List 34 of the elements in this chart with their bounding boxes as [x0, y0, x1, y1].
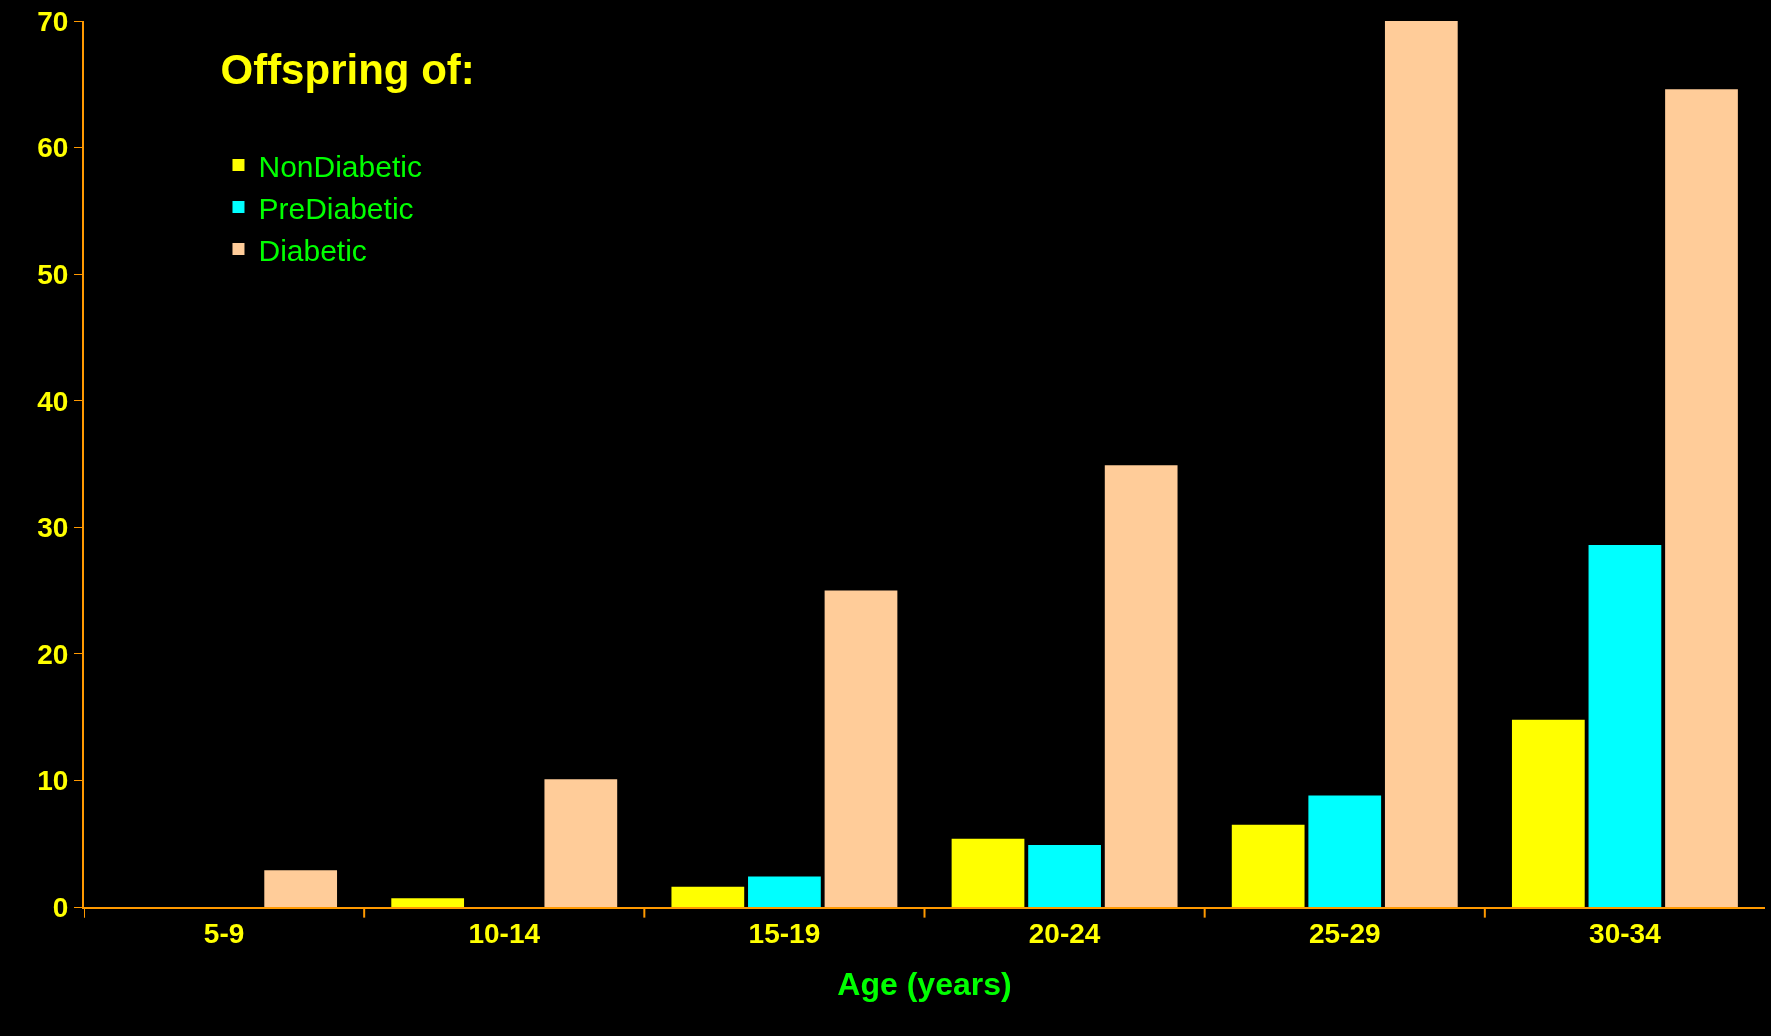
- legend-label: NonDiabetic: [258, 149, 422, 183]
- bar: [1384, 21, 1458, 907]
- x-tick-label: 25-29: [1308, 917, 1381, 949]
- x-tick-label: 15-19: [748, 917, 821, 949]
- y-tick-label: 30: [37, 512, 69, 544]
- y-tick-label: 0: [52, 891, 69, 923]
- y-tick-label: 50: [37, 258, 69, 290]
- bar: [951, 838, 1025, 907]
- bar: [1665, 89, 1738, 907]
- bar: [1511, 719, 1585, 907]
- y-tick-label: 40: [37, 385, 69, 417]
- bar: [1308, 795, 1382, 907]
- bar: [748, 876, 821, 907]
- y-tick-label: 60: [37, 132, 69, 164]
- bar: [264, 870, 338, 907]
- bar: [391, 898, 465, 907]
- x-axis-title: Age (years): [837, 966, 1012, 1002]
- x-tick-label: 5-9: [203, 917, 245, 949]
- x-tick-label: 10-14: [468, 917, 541, 949]
- bar: [824, 590, 898, 907]
- y-tick-label: 10: [37, 765, 69, 797]
- legend-title: Offspring of:: [220, 46, 475, 94]
- bar: [671, 886, 745, 907]
- bar: [1028, 844, 1101, 907]
- bar: [1231, 824, 1305, 907]
- x-tick-label: 30-34: [1589, 917, 1662, 949]
- bar: [1104, 465, 1178, 907]
- legend-label: PreDiabetic: [258, 191, 414, 225]
- bar: [544, 779, 618, 907]
- x-tick-label: 20-24: [1028, 917, 1101, 949]
- legend-label: Diabetic: [258, 233, 367, 267]
- y-tick-label: 70: [37, 5, 69, 37]
- bar: [1588, 545, 1662, 907]
- y-tick-label: 20: [37, 638, 69, 670]
